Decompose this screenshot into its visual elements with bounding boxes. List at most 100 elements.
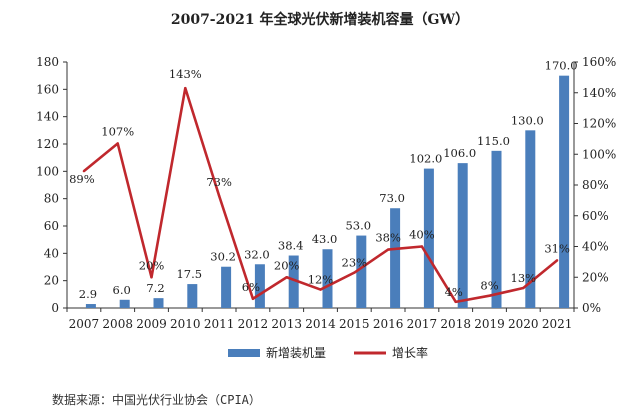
- bar-value-label: 32.0: [244, 247, 270, 261]
- growth-point: [555, 259, 559, 262]
- data-labels: 2.9 6.0 7.2 17.5 30.2 32.0 38.4 43.0 53.0 73.0 102…: [69, 59, 577, 301]
- bar-value-label: 6.0: [113, 283, 131, 297]
- growth-point: [150, 276, 153, 279]
- line-value-label: 6%: [242, 280, 260, 294]
- growth-point: [454, 300, 457, 304]
- line-value-label: 143%: [169, 67, 202, 81]
- y2-tick-label: 80%: [582, 178, 609, 192]
- line-value-label: 89%: [69, 172, 95, 186]
- line-series: [82, 86, 559, 304]
- growth-point: [386, 248, 390, 251]
- bar: [322, 249, 333, 308]
- bar: [525, 130, 536, 308]
- bar-value-label: 130.0: [511, 113, 544, 127]
- bar-value-label: 2.9: [79, 287, 97, 301]
- line-value-label: 13%: [511, 271, 537, 285]
- bar: [457, 163, 468, 308]
- bar: [187, 284, 198, 308]
- x-tick-label: 2012: [238, 317, 269, 331]
- bar: [254, 264, 265, 308]
- growth-point: [353, 271, 356, 274]
- line-value-label: 38%: [375, 231, 401, 245]
- bar-value-label: 7.2: [146, 281, 164, 295]
- bar: [153, 298, 164, 308]
- y-tick-label: 40: [44, 246, 59, 260]
- x-tick-label: 2011: [204, 317, 235, 331]
- x-tick-label: 2013: [271, 317, 302, 331]
- growth-point: [319, 288, 322, 291]
- y-tick-label: 180: [36, 55, 59, 69]
- y2-tick-label: 120%: [582, 117, 616, 131]
- legend-bar-label: 新增装机量: [266, 345, 326, 360]
- y2-tick-label: 60%: [582, 209, 609, 223]
- source-note: 数据来源：中国光伏行业协会（CPIA）: [52, 392, 261, 407]
- bar-value-label: 170.0: [545, 59, 578, 73]
- y-tick-label: 80: [44, 192, 59, 206]
- x-tick-label: 2019: [474, 317, 505, 331]
- line-value-label: 40%: [409, 228, 435, 242]
- y-tick-label: 120: [36, 137, 59, 151]
- y-tick-label: 20: [44, 274, 59, 288]
- bar-series: [85, 75, 570, 309]
- line-value-label: 12%: [308, 273, 334, 287]
- growth-point: [522, 286, 525, 290]
- y-tick-label: 0: [51, 301, 59, 315]
- y2-tick-label: 20%: [582, 270, 609, 284]
- bar: [356, 235, 367, 308]
- legend-line-label: 增长率: [392, 345, 428, 360]
- legend: 新增装机量 增长率: [228, 345, 428, 360]
- bar: [221, 266, 232, 308]
- growth-point: [116, 142, 119, 145]
- x-tick-label: 2021: [542, 317, 573, 331]
- bar-value-label: 38.4: [278, 239, 304, 253]
- axes: 0 20 40 60 80 100 120 140 160 180 0% 20% 40% 60% 80% 10…: [36, 55, 616, 331]
- bar: [423, 168, 434, 308]
- bar-value-label: 53.0: [345, 219, 371, 233]
- legend-bar-swatch: [228, 349, 260, 357]
- y-tick-label: 160: [36, 82, 59, 96]
- growth-point: [184, 86, 187, 90]
- bar-value-label: 106.0: [443, 146, 476, 160]
- y2-tick-label: 40%: [582, 240, 609, 254]
- x-tick-label: 2020: [508, 317, 539, 331]
- x-tick-label: 2016: [373, 317, 404, 331]
- bar-value-label: 102.0: [409, 152, 442, 166]
- bar: [491, 150, 502, 308]
- bar: [288, 255, 299, 308]
- line-value-label: 31%: [544, 241, 570, 255]
- x-tick-label: 2018: [440, 317, 471, 331]
- bar: [85, 304, 96, 308]
- line-value-label: 4%: [445, 285, 463, 299]
- y-tick-label: 60: [44, 219, 59, 233]
- x-tick-label: 2010: [170, 317, 201, 331]
- bar-value-label: 43.0: [312, 232, 338, 246]
- line-value-label: 20%: [274, 258, 300, 272]
- y2-tick-label: 140%: [582, 86, 616, 100]
- line-value-label: 107%: [101, 124, 134, 138]
- x-tick-label: 2007: [69, 317, 100, 331]
- bar-value-label: 73.0: [379, 191, 405, 205]
- y-tick-label: 100: [36, 164, 59, 178]
- bar: [390, 208, 401, 308]
- growth-point: [285, 276, 288, 279]
- chart-title: 2007-2021 年全球光伏新增装机容量（GW）: [171, 11, 469, 28]
- x-tick-label: 2017: [407, 317, 438, 331]
- line-value-label: 23%: [342, 256, 368, 270]
- x-tick-label: 2009: [136, 317, 167, 331]
- y-tick-label: 140: [36, 110, 59, 124]
- bar: [559, 75, 570, 309]
- line-value-label: 20%: [139, 258, 165, 272]
- x-tick-label: 2014: [305, 317, 336, 331]
- y2-tick-label: 100%: [582, 147, 616, 161]
- bar-value-label: 115.0: [477, 134, 510, 148]
- bar-value-label: 17.5: [176, 267, 202, 281]
- y2-tick-label: 0%: [582, 301, 601, 315]
- line-value-label: 73%: [206, 175, 232, 189]
- growth-point: [217, 194, 221, 197]
- bar-value-label: 30.2: [210, 250, 236, 264]
- bar: [119, 299, 130, 308]
- growth-point: [82, 169, 86, 173]
- growth-point: [488, 294, 491, 297]
- growth-point: [420, 245, 424, 248]
